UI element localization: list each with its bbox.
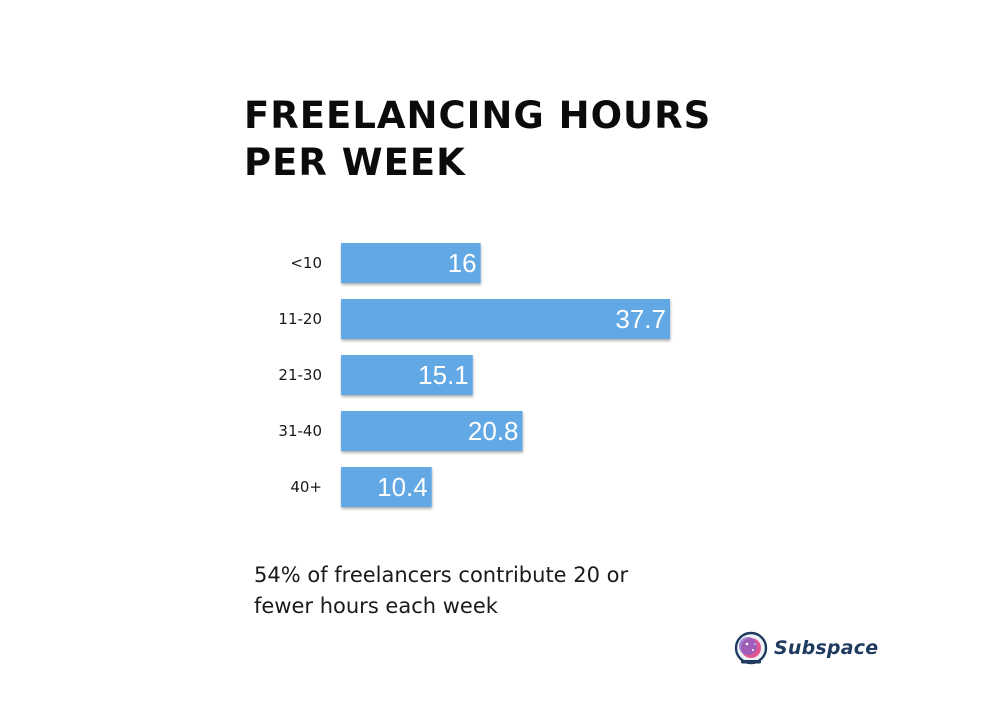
bar-value-label: 20.8 [468,416,519,446]
subspace-logo: Subspace [734,630,878,666]
bar [341,243,481,283]
bar-value-label: 16 [448,248,477,278]
bar [341,467,432,507]
chart-title: FREELANCING HOURS PER WEEK [244,92,804,186]
chart-bars: <10 16 11-20 37.7 21-30 15.1 31-40 20.8 40+ 10.4 [278,243,670,507]
category-label: 31-40 [278,422,322,440]
bar [341,411,523,451]
category-label: 11-20 [278,310,322,328]
astronaut-helmet-icon [734,631,768,665]
chart-caption-line-1: 54% of freelancers contribute 20 or [254,563,629,587]
category-label: <10 [290,254,322,272]
bar [341,299,670,339]
bar-value-label: 15.1 [418,360,469,390]
bar-value-label: 10.4 [377,472,428,502]
chart-caption: 54% of freelancers contribute 20 or fewe… [254,560,628,622]
logo-text: Subspace [774,637,879,659]
chart-title-line-2: PER WEEK [244,141,466,184]
bar-value-label: 37.7 [615,304,666,334]
chart-caption-line-2: fewer hours each week [254,594,498,618]
bar [341,355,473,395]
category-label: 40+ [290,478,322,496]
chart-title-line-1: FREELANCING HOURS [244,94,712,137]
category-label: 21-30 [278,366,322,384]
